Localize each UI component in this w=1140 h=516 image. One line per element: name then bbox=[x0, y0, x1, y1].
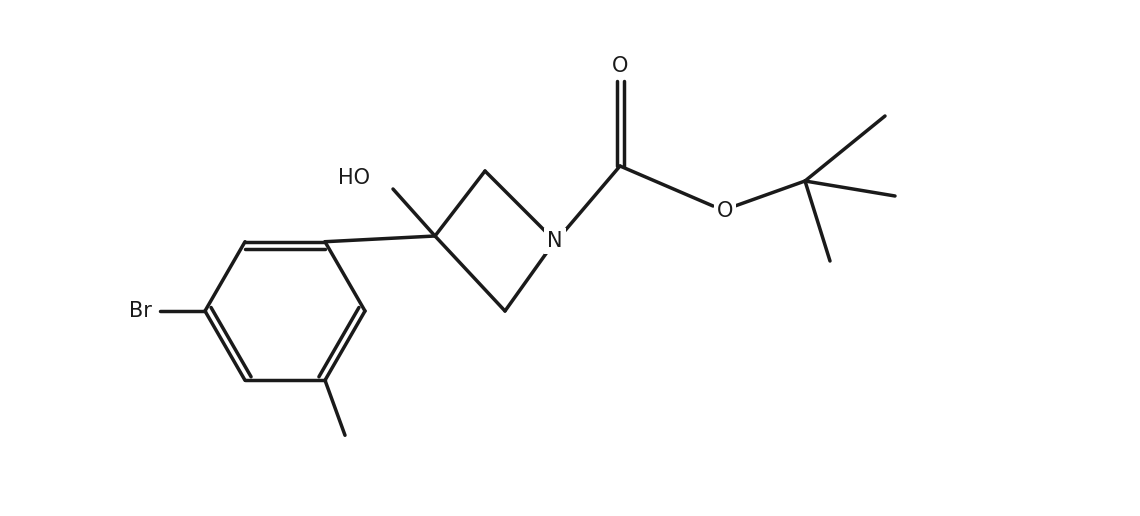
Text: O: O bbox=[717, 201, 733, 221]
Text: HO: HO bbox=[337, 168, 370, 188]
Text: N: N bbox=[547, 231, 563, 251]
Text: O: O bbox=[612, 56, 628, 76]
Text: Br: Br bbox=[129, 301, 152, 321]
